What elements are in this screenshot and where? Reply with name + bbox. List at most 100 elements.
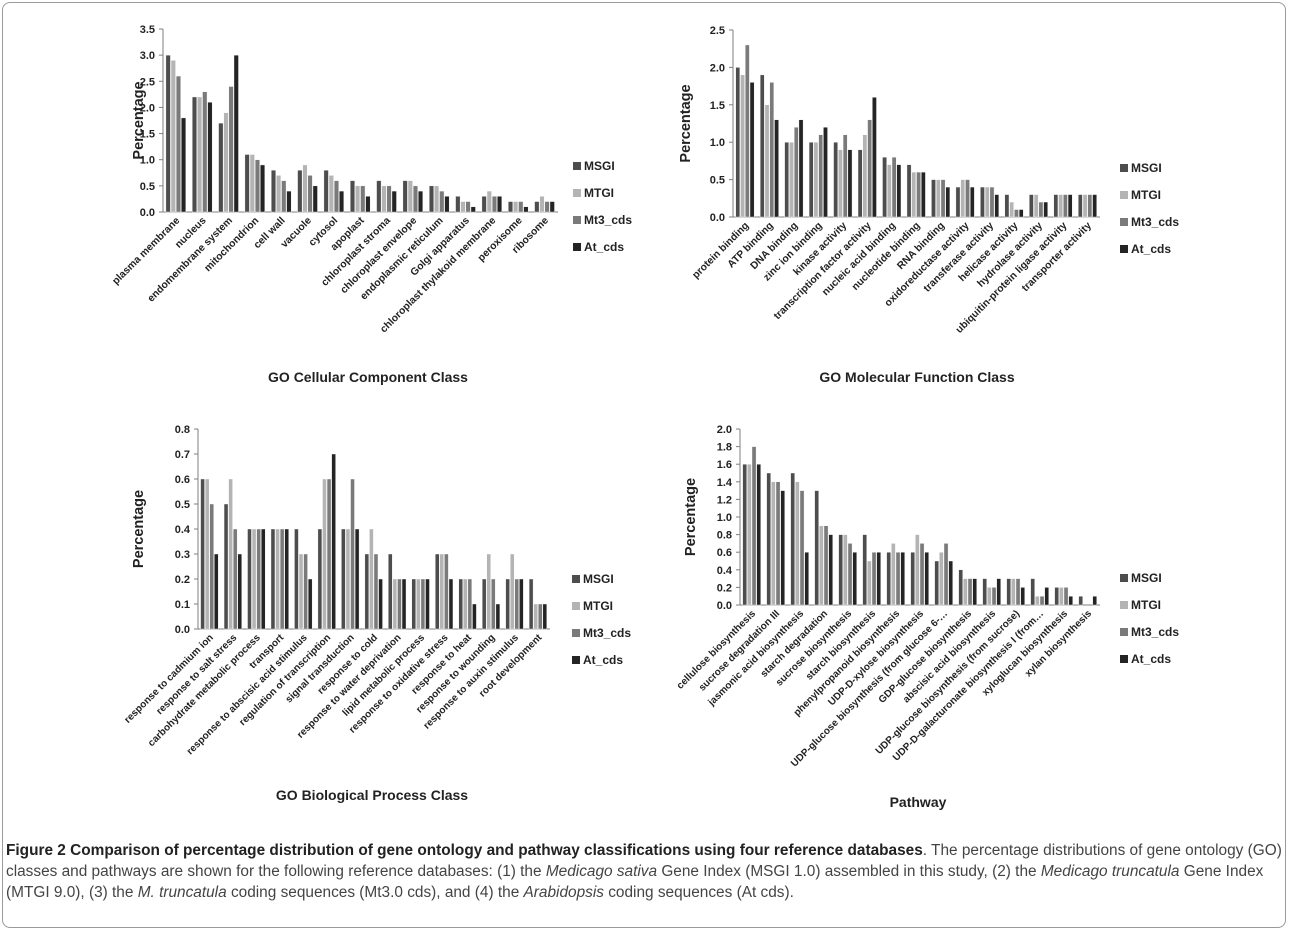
legend-label: Mt3_cds [583, 626, 631, 640]
bar-mt3-cds [439, 190, 445, 213]
y-tick-label: 0.6 [717, 547, 732, 559]
bar-at-cds [378, 578, 383, 630]
y-axis-label: Percentage [131, 490, 147, 568]
bar-mtgi [204, 478, 210, 630]
bar-at-cds [284, 528, 289, 630]
y-tick-label: 3.5 [140, 24, 155, 36]
bar-at-cds [444, 196, 450, 213]
chart-title: GO Cellular Component Class [268, 369, 468, 385]
bar-mt3-cds [745, 44, 750, 218]
bar-mtgi [795, 481, 800, 606]
bar-at-cds [924, 552, 929, 606]
bar-msgi [934, 560, 939, 606]
bar-at-cds [339, 190, 345, 213]
bar-mt3-cds [847, 543, 853, 606]
bar-msgi [458, 578, 463, 630]
bar-at-cds [312, 185, 318, 213]
bar-at-cds [1092, 596, 1097, 606]
bar-mt3-cds [775, 481, 781, 606]
chart-biological-process: 0.0 0.1 0.2 0.3 0.4 0.5 0.6 0.7 0.8 Percentage res… [122, 424, 631, 803]
bar-mt3-cds [1087, 194, 1093, 218]
bar-mtgi [463, 578, 468, 630]
bar-mtgi [813, 141, 819, 218]
bar-at-cds [260, 164, 266, 213]
legend-label: Mt3_cds [1131, 625, 1179, 639]
bar-mt3-cds [333, 180, 339, 213]
y-tick-label: 0.5 [140, 181, 155, 193]
bar-msgi [1053, 194, 1059, 218]
bar-at-cds [214, 553, 219, 630]
bar-msgi [931, 179, 936, 218]
bar-at-cds [181, 117, 187, 213]
bar-mt3-cds [751, 446, 757, 606]
bar-mtgi [862, 134, 868, 218]
bar-msgi [910, 552, 915, 606]
bar-msgi [429, 185, 434, 213]
bar-at-cds [1020, 587, 1025, 606]
bar-mtgi [891, 543, 896, 606]
bar-at-cds [237, 553, 242, 630]
bar-msgi [323, 169, 329, 213]
y-tick-label: 1.8 [717, 442, 732, 454]
bar-msgi [759, 74, 765, 218]
bar-mt3-cds [842, 134, 848, 218]
bar-msgi [297, 169, 303, 213]
bar-mtgi [1059, 587, 1064, 606]
legend-label: Mt3_cds [584, 213, 632, 227]
bar-msgi [784, 141, 789, 218]
bar-mtgi [987, 587, 992, 606]
y-tick-label: 0.8 [717, 530, 732, 542]
y-tick-label: 0.0 [710, 212, 725, 224]
bar-mtgi [887, 164, 892, 218]
bar-mtgi [416, 578, 421, 630]
bar-mtgi [771, 481, 776, 606]
bar-mt3-cds [303, 553, 308, 630]
bar-mt3-cds [420, 578, 426, 630]
bar-mt3-cds [360, 185, 366, 213]
y-tick-label: 0.2 [717, 582, 732, 594]
bar-msgi [294, 528, 299, 630]
bar-msgi [435, 553, 440, 630]
y-tick-label: 2.0 [710, 62, 725, 74]
bar-msgi [862, 534, 867, 606]
y-tick-label: 1.0 [140, 155, 155, 167]
bar-msgi [766, 472, 771, 606]
bar-mt3-cds [412, 185, 418, 213]
bar-at-cds [948, 560, 953, 606]
bar-msgi [218, 122, 224, 213]
bar-at-cds [852, 552, 857, 606]
legend-swatch [1120, 245, 1128, 253]
bar-mtgi [838, 149, 843, 218]
bar-at-cds [1044, 587, 1049, 606]
bar-msgi [317, 528, 323, 630]
legend-label: Mt3_cds [1131, 215, 1179, 229]
bar-mtgi [1009, 201, 1014, 218]
bar-at-cds [876, 552, 881, 606]
bar-mt3-cds [228, 86, 234, 213]
y-tick-label: 0.0 [717, 600, 732, 612]
bar-msgi [1054, 587, 1059, 606]
bar-msgi [955, 186, 961, 218]
bar-mtgi [302, 164, 308, 213]
bar-msgi [364, 553, 370, 630]
bar-at-cds [1043, 201, 1048, 218]
y-tick-label: 1.0 [717, 512, 732, 524]
bar-mt3-cds [799, 490, 805, 606]
bar-at-cds [261, 528, 266, 630]
caption-italic-3: M. truncatula [137, 884, 227, 901]
bar-mt3-cds [256, 528, 261, 630]
y-tick-label: 1.2 [717, 494, 732, 506]
bar-mtgi [764, 104, 770, 218]
bar-msgi [508, 201, 513, 213]
chart-cellular-component: 0.00.51.01.52.02.53.03.5Percentageplasma… [111, 24, 633, 385]
bar-at-cds [996, 578, 1001, 606]
bar-msgi [857, 149, 863, 218]
bar-mtgi [407, 180, 413, 213]
bar-mtgi [936, 179, 941, 218]
bar-msgi [886, 552, 891, 606]
bar-at-cds [1067, 194, 1073, 218]
figure-caption: Figure 2 Comparison of percentage distri… [6, 840, 1282, 903]
bar-msgi [735, 67, 741, 218]
y-tick-label: 0.0 [140, 207, 155, 219]
legend-swatch [1120, 574, 1128, 582]
